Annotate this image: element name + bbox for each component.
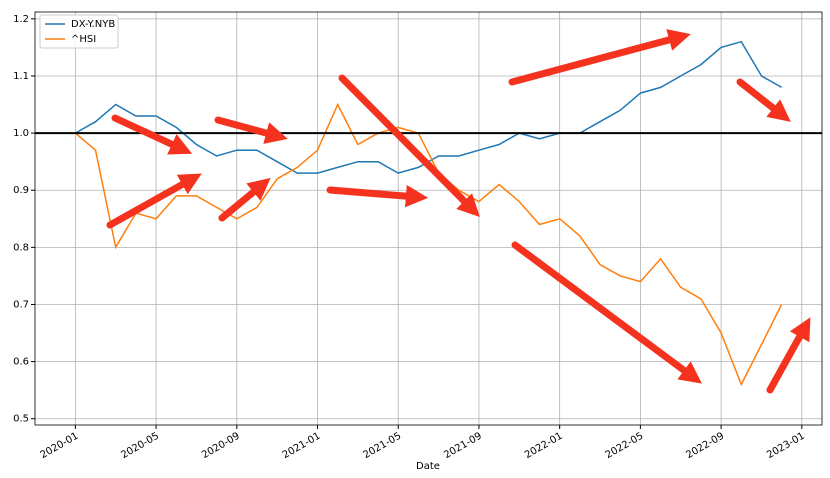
legend-label: ^HSI: [71, 34, 96, 45]
x-tick-label: 2023-01: [765, 431, 807, 461]
y-tick-label: 0.6: [13, 357, 29, 368]
x-tick-label: 2020-05: [119, 431, 161, 461]
arrow: [218, 177, 271, 222]
x-tick-label: 2021-09: [442, 431, 484, 461]
legend-label: DX-Y.NYB: [71, 19, 115, 30]
series-line: [74, 102, 783, 387]
arrow: [766, 317, 811, 394]
y-tick-label: 0.5: [13, 414, 29, 425]
plot-frame: [34, 11, 823, 426]
x-tick-label: 2022-05: [604, 431, 646, 461]
x-tick-label: 2020-01: [39, 431, 81, 461]
arrow: [214, 116, 288, 144]
arrow: [511, 241, 702, 384]
arrow: [338, 74, 480, 217]
arrow: [508, 29, 691, 86]
arrow: [106, 173, 202, 229]
y-tick-label: 1.1: [13, 71, 29, 82]
annotation-arrows: [106, 29, 811, 394]
legend: DX-Y.NYB ^HSI: [39, 14, 119, 49]
y-tick-label: 0.7: [13, 299, 29, 310]
y-tick-label: 0.8: [13, 242, 29, 253]
x-tick-label: 2021-05: [362, 431, 404, 461]
y-tick-label: 0.9: [13, 185, 29, 196]
x-tick-label: 2021-01: [281, 431, 323, 461]
y-tick-label: 1.0: [13, 128, 29, 139]
x-axis-label: Date: [416, 461, 440, 472]
x-tick-label: 2022-09: [684, 431, 726, 461]
arrow: [326, 184, 429, 208]
plot-lines: [35, 40, 822, 387]
arrow: [111, 114, 193, 155]
arrow: [736, 78, 791, 122]
y-tick-label: 1.2: [13, 14, 29, 25]
x-tick-label: 2022-01: [523, 431, 565, 461]
x-tick-label: 2020-09: [200, 431, 242, 461]
